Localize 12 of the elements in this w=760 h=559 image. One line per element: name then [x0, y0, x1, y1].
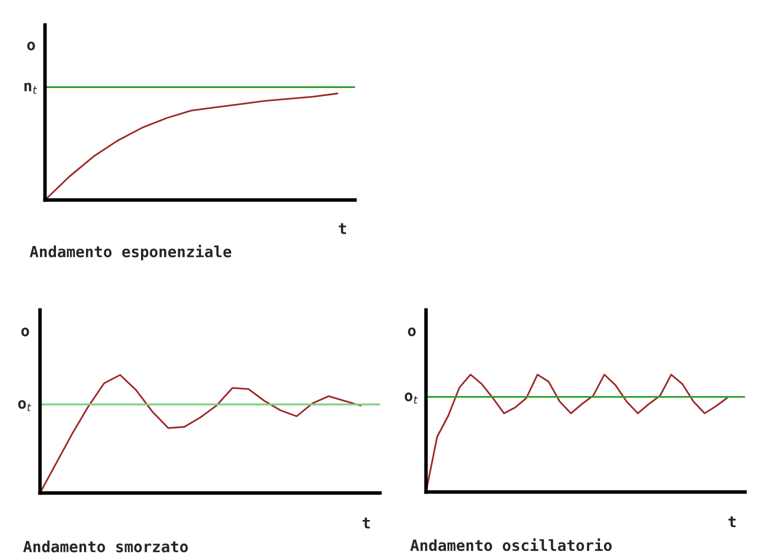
ref-line-label: o$_{t}$: [404, 392, 418, 404]
x-axis-title: t: [338, 223, 346, 234]
x-axis-title: t: [728, 516, 736, 528]
y-axis-title: o: [408, 328, 416, 336]
ref-line-label: n$_{t}$: [24, 82, 38, 94]
x-axis-title: t: [362, 518, 370, 528]
text: Andamento oscillatorio: [410, 538, 612, 552]
y-axis-title: o: [27, 42, 35, 50]
text: Andamento esponenziale: [30, 244, 232, 260]
text: Andamento smorzato: [23, 540, 188, 552]
ref-line-label: o$_{t}$: [18, 400, 32, 412]
y-axis-title: o: [21, 328, 30, 336]
